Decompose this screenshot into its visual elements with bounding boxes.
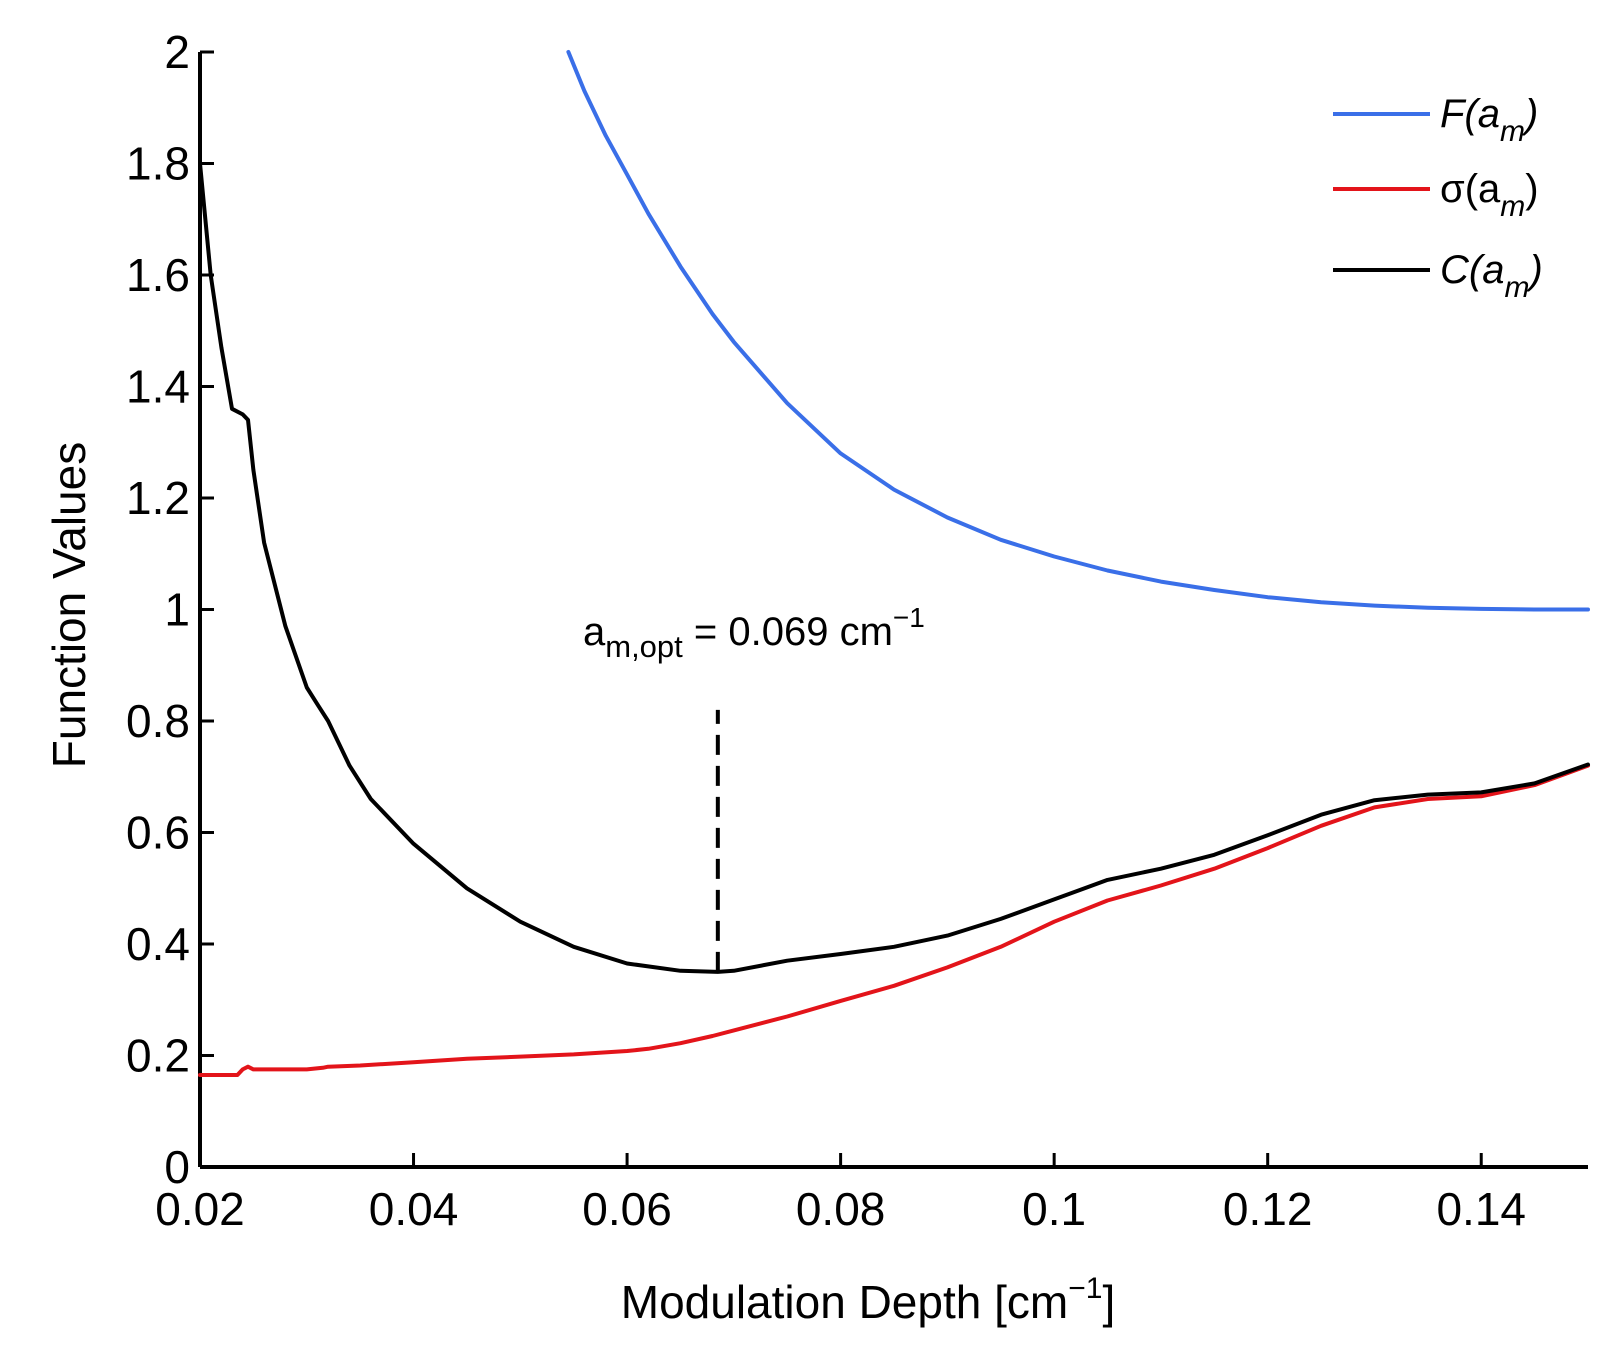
legend-label-sigma: σ(am) [1440,167,1539,223]
y-tick-label: 0.2 [126,1030,190,1082]
series-layer [198,50,1590,1077]
annotation-sup: −1 [893,602,925,633]
y-tick-label: 0.4 [126,918,190,970]
axes: 0.02 0.04 0.06 0.08 0.1 0.12 0.14 0 0.2 0.4 0.6 0.8… [126,26,1588,1235]
x-tick-label: 0.02 [155,1183,245,1235]
annotation: am,opt = 0.069 cm−1 [583,602,925,972]
annotation-sub: m,opt [605,629,683,664]
x-axis-title: Modulation Depth [cm−1] [621,1272,1115,1328]
y-tick-label: 0.8 [126,695,190,747]
x-tick-label: 0.1 [1022,1183,1086,1235]
annotation-rest: = 0.069 cm [683,610,893,654]
series-line-1 [198,763,1590,1077]
y-tick-label: 1.2 [126,472,190,524]
annotation-main: a [583,610,606,654]
y-tick-label: 0.6 [126,807,190,859]
y-tick-label: 2 [164,26,190,78]
x-tick-label: 0.12 [1223,1183,1313,1235]
legend-label-f: F(am) [1440,92,1538,148]
x-tick-label: 0.14 [1436,1183,1526,1235]
series-line-0 [566,50,1590,612]
y-tick-label: 1.8 [126,138,190,190]
legend-label-c: C(am) [1440,248,1543,304]
annotation-label: am,opt = 0.069 cm−1 [583,602,925,664]
x-tick-label: 0.08 [796,1183,886,1235]
series-line-2 [198,161,1590,974]
x-tick-label: 0.04 [369,1183,459,1235]
y-tick-label: 1 [164,584,190,636]
y-tick-label: 0 [164,1141,190,1193]
y-tick-label: 1.6 [126,249,190,301]
legend: F(am) σ(am) C(am) [1333,92,1543,304]
y-tick-label: 1.4 [126,361,190,413]
y-axis-title: Function Values [43,442,95,768]
x-tick-label: 0.06 [582,1183,672,1235]
